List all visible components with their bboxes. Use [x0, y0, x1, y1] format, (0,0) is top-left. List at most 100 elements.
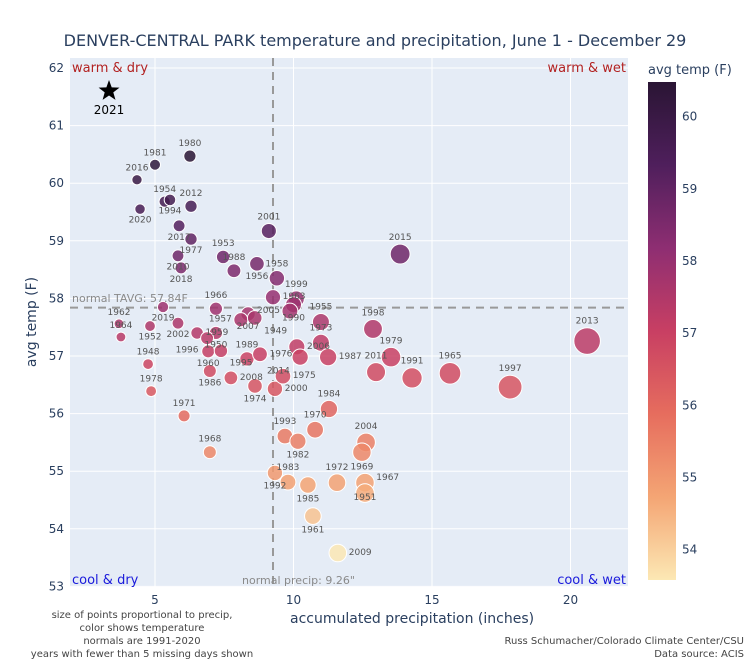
point-label: 1949	[264, 326, 287, 336]
y-tick-label: 59	[49, 234, 64, 248]
note-line: size of points proportional to precip,	[52, 610, 233, 621]
point-1988	[226, 263, 242, 279]
point-1963	[264, 289, 282, 306]
point-1979	[380, 346, 402, 368]
point-2017	[172, 219, 186, 233]
point-2011	[366, 362, 387, 383]
point-label: 2011	[365, 352, 388, 362]
point-label: 2020	[129, 215, 152, 225]
point-label: 1962	[108, 308, 131, 318]
point-1969	[352, 442, 372, 462]
point-1998	[363, 318, 383, 339]
point-1956	[249, 256, 265, 272]
point-1965	[438, 361, 462, 385]
point-label: 1963	[283, 292, 306, 302]
point-label: 1977	[180, 246, 203, 256]
point-label: 1985	[296, 494, 319, 504]
point-label: 1998	[362, 308, 385, 318]
point-label: 1983	[277, 463, 300, 473]
point-label: 2007	[237, 322, 260, 332]
normal-temp-label: normal TAVG: 57.84F	[72, 292, 188, 305]
point-label: 1953	[212, 239, 235, 249]
point-1981	[149, 158, 161, 171]
point-label: 2006	[307, 342, 330, 352]
point-label: 1982	[286, 450, 309, 460]
tick-labels: 5 10 15 20 53 54 55 56 57 58 59 60 61 62	[49, 61, 578, 607]
point-label: 1960	[197, 359, 220, 369]
point-2010	[171, 249, 185, 263]
point-1995	[213, 343, 229, 359]
point-label: 1965	[439, 351, 462, 361]
point-label: 1972	[326, 463, 349, 473]
y-tick-label: 58	[49, 291, 64, 305]
current-year-star-icon	[98, 80, 120, 100]
point-label: 1959	[205, 328, 228, 338]
point-1949	[246, 310, 263, 326]
point-label: 1951	[354, 493, 377, 503]
y-tick-label: 53	[49, 579, 64, 593]
point-2000	[266, 380, 284, 397]
point-label: 1961	[301, 525, 324, 535]
note-line: years with fewer than 5 missing days sho…	[31, 649, 253, 660]
point-label: 1991	[401, 357, 424, 367]
point-1997	[497, 374, 523, 400]
colorbar	[648, 82, 676, 580]
point-2001	[260, 222, 277, 240]
point-1985	[299, 476, 317, 494]
colorbar-title: avg temp (F)	[648, 63, 732, 78]
point-2002	[171, 316, 185, 330]
point-2009	[328, 543, 348, 563]
point-1974	[247, 378, 263, 394]
note-line: color shows temperature	[80, 623, 205, 634]
colorbar-tick-label: 56	[682, 398, 697, 412]
y-tick-label: 55	[49, 464, 64, 478]
point-label: 1970	[304, 410, 327, 420]
normal-precip-label: normal precip: 9.26"	[242, 574, 355, 587]
normal-lines	[70, 58, 628, 587]
point-label: 2000	[285, 384, 308, 394]
point-label: 1987	[339, 352, 362, 362]
note-line: normals are 1991-2020	[83, 636, 200, 647]
point-label: 1995	[230, 359, 253, 369]
point-label: 1984	[318, 389, 341, 399]
point-label: 1958	[265, 260, 288, 270]
point-1976	[252, 346, 268, 363]
credit-line: Russ Schumacher/Colorado Climate Center/…	[504, 636, 744, 647]
point-label: 2004	[355, 422, 378, 432]
point-1978	[145, 385, 158, 398]
point-label: 1948	[137, 348, 160, 358]
grid	[70, 58, 628, 587]
point-1962	[113, 318, 125, 330]
point-label: 1986	[198, 378, 221, 388]
point-label: 2014	[267, 366, 290, 376]
point-label: 2010	[167, 263, 190, 273]
point-2005	[281, 302, 299, 320]
point-label: 1990	[282, 314, 305, 324]
point-1955	[311, 313, 330, 332]
x-axis-label: accumulated precipitation (inches)	[290, 611, 534, 627]
point-label: 2008	[240, 373, 263, 383]
x-tick-label: 5	[151, 593, 159, 607]
point-2015	[389, 243, 411, 265]
point-2014	[291, 348, 309, 366]
plot-area	[70, 58, 628, 587]
point-label: 1971	[173, 399, 196, 409]
point-1948	[142, 358, 154, 370]
point-1991	[401, 367, 423, 389]
x-tick-label: 10	[286, 593, 301, 607]
quadrant-warm-dry: warm & dry	[72, 61, 148, 76]
point-label: 1952	[139, 332, 162, 342]
point-label: 1950	[204, 341, 227, 351]
colorbar-ticks: 54 55 56 57 58 59 60	[682, 110, 697, 557]
point-label: 1978	[140, 375, 163, 385]
quadrant-warm-wet: warm & wet	[547, 61, 626, 76]
point-1961	[304, 507, 322, 525]
point-label: 1997	[499, 364, 522, 374]
point-1984	[319, 399, 339, 419]
point-1953	[215, 249, 231, 265]
point-label: 1969	[350, 462, 373, 472]
x-tick-label: 20	[563, 593, 578, 607]
point-2012	[184, 199, 198, 213]
points	[98, 80, 601, 563]
